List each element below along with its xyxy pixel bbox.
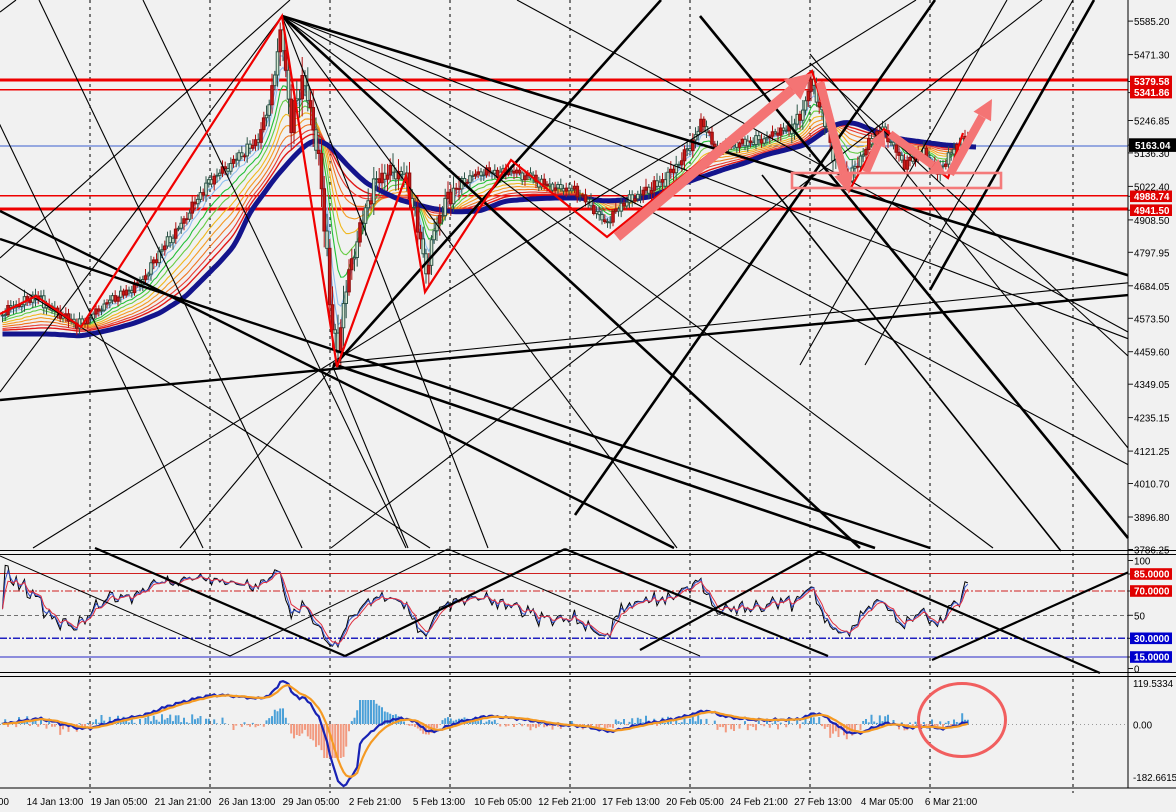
svg-text:85.0000: 85.0000	[1134, 570, 1170, 581]
svg-text:4573.50: 4573.50	[1134, 314, 1170, 325]
svg-text:5136.30: 5136.30	[1134, 149, 1170, 160]
svg-text:5379.58: 5379.58	[1134, 77, 1170, 88]
svg-text:14 Jan 13:00: 14 Jan 13:00	[27, 797, 84, 808]
svg-text:5163.04: 5163.04	[1135, 141, 1171, 152]
svg-text:5585.20: 5585.20	[1134, 17, 1170, 28]
svg-text:26 Jan 13:00: 26 Jan 13:00	[219, 797, 276, 808]
svg-text:6 Mar 21:00: 6 Mar 21:00	[925, 797, 978, 808]
svg-text:00: 00	[0, 797, 9, 808]
svg-text:70.0000: 70.0000	[1134, 587, 1170, 598]
svg-text:10 Feb 05:00: 10 Feb 05:00	[474, 797, 532, 808]
svg-text:3786.25: 3786.25	[1134, 546, 1170, 557]
svg-text:119.5334: 119.5334	[1133, 679, 1174, 690]
svg-text:4121.25: 4121.25	[1134, 447, 1170, 458]
svg-text:0.00: 0.00	[1133, 721, 1153, 732]
svg-text:4235.15: 4235.15	[1134, 414, 1170, 425]
svg-text:4459.60: 4459.60	[1134, 348, 1170, 359]
svg-text:4 Mar 05:00: 4 Mar 05:00	[861, 797, 914, 808]
svg-text:4908.50: 4908.50	[1134, 216, 1170, 227]
svg-text:100: 100	[1134, 557, 1151, 568]
svg-text:30.0000: 30.0000	[1134, 634, 1170, 645]
svg-text:4010.70: 4010.70	[1134, 480, 1170, 491]
svg-text:12 Feb 21:00: 12 Feb 21:00	[538, 797, 596, 808]
svg-text:19 Jan 05:00: 19 Jan 05:00	[91, 797, 148, 808]
svg-text:20 Feb 05:00: 20 Feb 05:00	[666, 797, 724, 808]
svg-text:0: 0	[1134, 665, 1140, 676]
svg-text:2 Feb 21:00: 2 Feb 21:00	[349, 797, 402, 808]
svg-text:5022.40: 5022.40	[1134, 182, 1170, 193]
svg-text:3896.80: 3896.80	[1134, 513, 1170, 524]
svg-text:15.0000: 15.0000	[1134, 653, 1170, 664]
svg-text:24 Feb 21:00: 24 Feb 21:00	[730, 797, 788, 808]
svg-text:50: 50	[1134, 611, 1145, 622]
svg-text:5471.30: 5471.30	[1134, 51, 1170, 62]
svg-text:-182.6615: -182.6615	[1133, 773, 1176, 784]
svg-text:5 Feb 13:00: 5 Feb 13:00	[413, 797, 466, 808]
svg-text:29 Jan 05:00: 29 Jan 05:00	[283, 797, 340, 808]
svg-text:5246.85: 5246.85	[1134, 117, 1170, 128]
svg-text:5341.86: 5341.86	[1134, 88, 1170, 99]
svg-text:4349.05: 4349.05	[1134, 380, 1170, 391]
svg-text:4797.95: 4797.95	[1134, 248, 1170, 259]
svg-text:4988.74: 4988.74	[1134, 192, 1170, 203]
svg-text:4684.05: 4684.05	[1134, 282, 1170, 293]
svg-text:17 Feb 13:00: 17 Feb 13:00	[602, 797, 660, 808]
svg-text:4941.50: 4941.50	[1134, 206, 1170, 217]
svg-text:27 Feb 13:00: 27 Feb 13:00	[794, 797, 852, 808]
svg-text:21 Jan 21:00: 21 Jan 21:00	[155, 797, 212, 808]
